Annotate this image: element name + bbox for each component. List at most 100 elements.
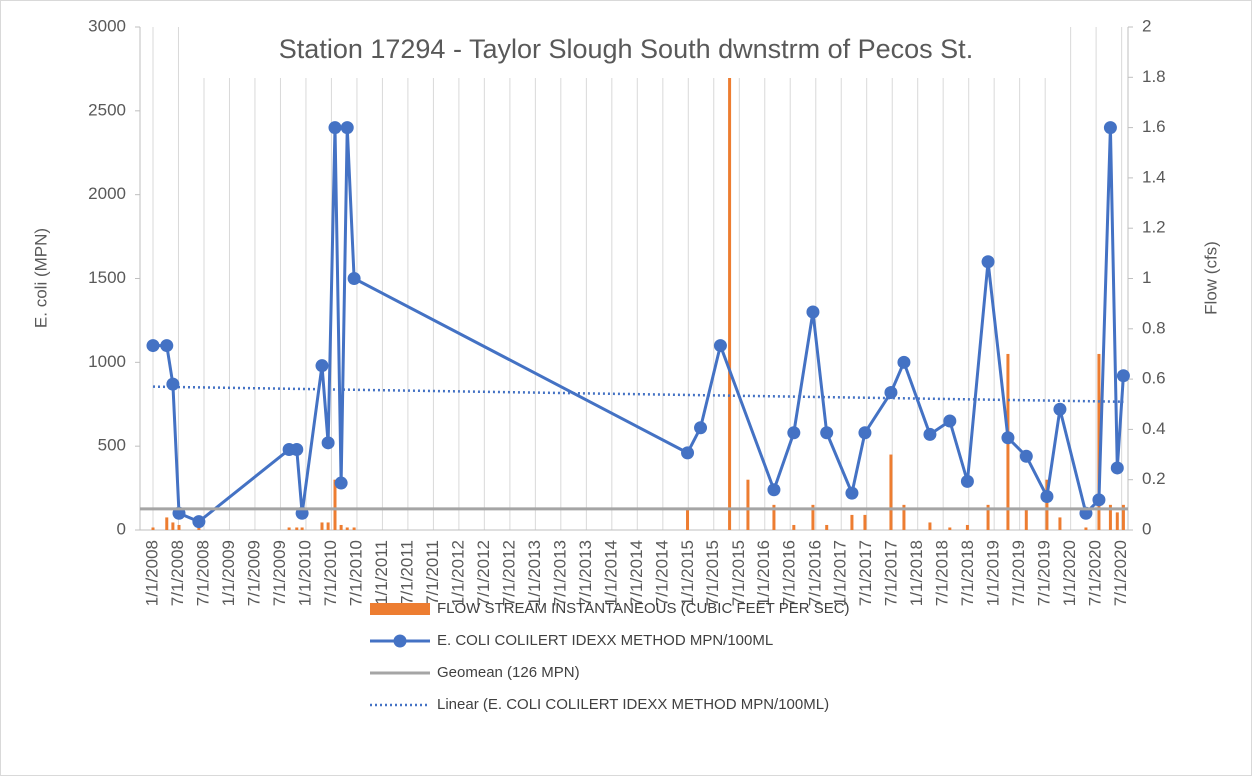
bar xyxy=(772,504,776,530)
bar xyxy=(326,522,330,530)
bar xyxy=(1115,512,1119,530)
x-tick-label: 7/1/2014 xyxy=(627,540,646,606)
marker xyxy=(347,272,361,285)
bar xyxy=(197,527,201,530)
y2-tick-label: 0.8 xyxy=(1142,318,1166,337)
x-tick-label: 7/1/2015 xyxy=(729,540,748,606)
x-tick-label: 7/1/2015 xyxy=(703,540,722,606)
bar xyxy=(151,527,155,530)
bar xyxy=(792,524,796,530)
bar xyxy=(825,524,829,530)
marker xyxy=(858,426,872,440)
y2-tick-label: 0 xyxy=(1142,519,1151,538)
title-background xyxy=(182,22,1070,78)
marker xyxy=(845,486,859,500)
x-tick-label: 1/1/2008 xyxy=(142,540,161,606)
y-tick-label: 2000 xyxy=(88,184,126,203)
marker xyxy=(1053,402,1067,416)
marks xyxy=(140,72,1130,531)
marker xyxy=(1040,489,1054,503)
legend-marker xyxy=(393,634,407,648)
x-tick-label: 7/1/2009 xyxy=(244,540,263,606)
x-tick-label: 1/1/2009 xyxy=(219,540,238,606)
bar xyxy=(811,504,815,530)
y-tick-label: 0 xyxy=(117,519,126,538)
marker xyxy=(1110,461,1124,475)
marker xyxy=(767,483,781,497)
x-tick-label: 7/1/2009 xyxy=(270,540,289,606)
chart-title: Station 17294 - Taylor Slough South dwns… xyxy=(279,34,973,64)
marker xyxy=(1116,369,1130,383)
bar xyxy=(965,524,969,530)
bar xyxy=(986,504,990,530)
bar xyxy=(889,454,893,530)
y2-tick-label: 1.6 xyxy=(1142,117,1166,136)
marker xyxy=(681,446,695,460)
marker xyxy=(192,515,206,529)
marker xyxy=(340,121,354,135)
marker xyxy=(166,377,180,391)
marker xyxy=(1092,493,1106,507)
bar xyxy=(902,504,906,530)
legend-label: Geomean (126 MPN) xyxy=(437,664,580,681)
bar xyxy=(171,522,175,530)
marker xyxy=(787,426,801,440)
bar xyxy=(295,527,299,530)
x-tick-label: 1/1/2018 xyxy=(907,540,926,606)
y-tick-label: 500 xyxy=(98,436,126,455)
x-tick-label: 1/1/2016 xyxy=(754,540,773,606)
x-tick-label: 1/1/2019 xyxy=(984,540,1003,606)
y-tick-label: 1500 xyxy=(88,268,126,287)
y-tick-label: 3000 xyxy=(88,16,126,35)
x-tick-label: 1/1/2020 xyxy=(1060,540,1079,606)
marker xyxy=(290,443,304,457)
marker xyxy=(321,436,335,450)
bar xyxy=(352,527,356,530)
marker xyxy=(806,305,820,319)
y2-tick-label: 0.2 xyxy=(1142,469,1166,488)
legend-label: Linear (E. COLI COLILERT IDEXX METHOD MP… xyxy=(437,696,829,713)
y2-tick-label: 0.6 xyxy=(1142,369,1166,388)
y2-tick-label: 1 xyxy=(1142,268,1151,287)
x-tick-label: 7/1/2010 xyxy=(346,540,365,606)
x-tick-label: 7/1/2014 xyxy=(652,540,671,606)
x-tick-label: 7/1/2016 xyxy=(805,540,824,606)
bar xyxy=(1024,509,1028,530)
marker xyxy=(713,339,727,353)
x-tick-label: 7/1/2008 xyxy=(168,540,187,606)
x-tick-label: 7/1/2016 xyxy=(780,540,799,606)
bar xyxy=(928,522,932,530)
bar xyxy=(1108,504,1112,530)
marker xyxy=(923,427,937,441)
x-tick-label: 1/1/2013 xyxy=(525,540,544,606)
x-tick-label: 1/1/2014 xyxy=(601,540,620,606)
bar xyxy=(948,527,952,530)
marker xyxy=(943,414,957,428)
grid xyxy=(135,26,1133,531)
bar xyxy=(1084,527,1088,530)
bar xyxy=(746,479,750,530)
marker xyxy=(160,339,174,353)
bar xyxy=(165,517,169,530)
marker xyxy=(884,386,898,400)
y2-axis-title: Flow (cfs) xyxy=(1201,241,1220,315)
y2-tick-label: 1.4 xyxy=(1142,167,1166,186)
y2-tick-label: 1.2 xyxy=(1142,218,1166,237)
marker xyxy=(960,474,974,488)
marker xyxy=(897,355,911,369)
x-tick-label: 1/1/2012 xyxy=(448,540,467,606)
bar xyxy=(1058,517,1062,530)
line xyxy=(153,126,1125,524)
y2-tick-label: 1.8 xyxy=(1142,67,1166,86)
marker xyxy=(820,426,834,440)
bar xyxy=(339,524,343,530)
marker xyxy=(146,339,160,353)
x-tick-label: 7/1/2017 xyxy=(882,540,901,606)
marker xyxy=(328,121,342,135)
marker xyxy=(1103,121,1117,135)
y-tick-label: 1000 xyxy=(88,352,126,371)
bar xyxy=(728,72,732,531)
x-tick-label: 7/1/2010 xyxy=(321,540,340,606)
legend-label: FLOW STREAM INSTANTANEOUS (CUBIC FEET PE… xyxy=(437,600,850,617)
